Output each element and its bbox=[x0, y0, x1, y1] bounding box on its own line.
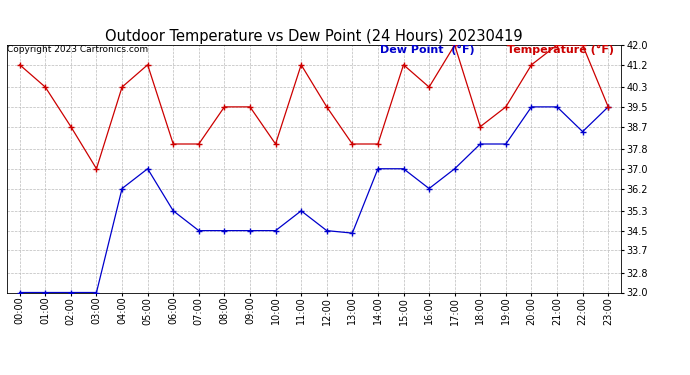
Text: Dew Point  (°F): Dew Point (°F) bbox=[380, 45, 474, 55]
Text: Copyright 2023 Cartronics.com: Copyright 2023 Cartronics.com bbox=[7, 45, 148, 54]
Text: Temperature (°F): Temperature (°F) bbox=[507, 45, 614, 55]
Title: Outdoor Temperature vs Dew Point (24 Hours) 20230419: Outdoor Temperature vs Dew Point (24 Hou… bbox=[105, 29, 523, 44]
